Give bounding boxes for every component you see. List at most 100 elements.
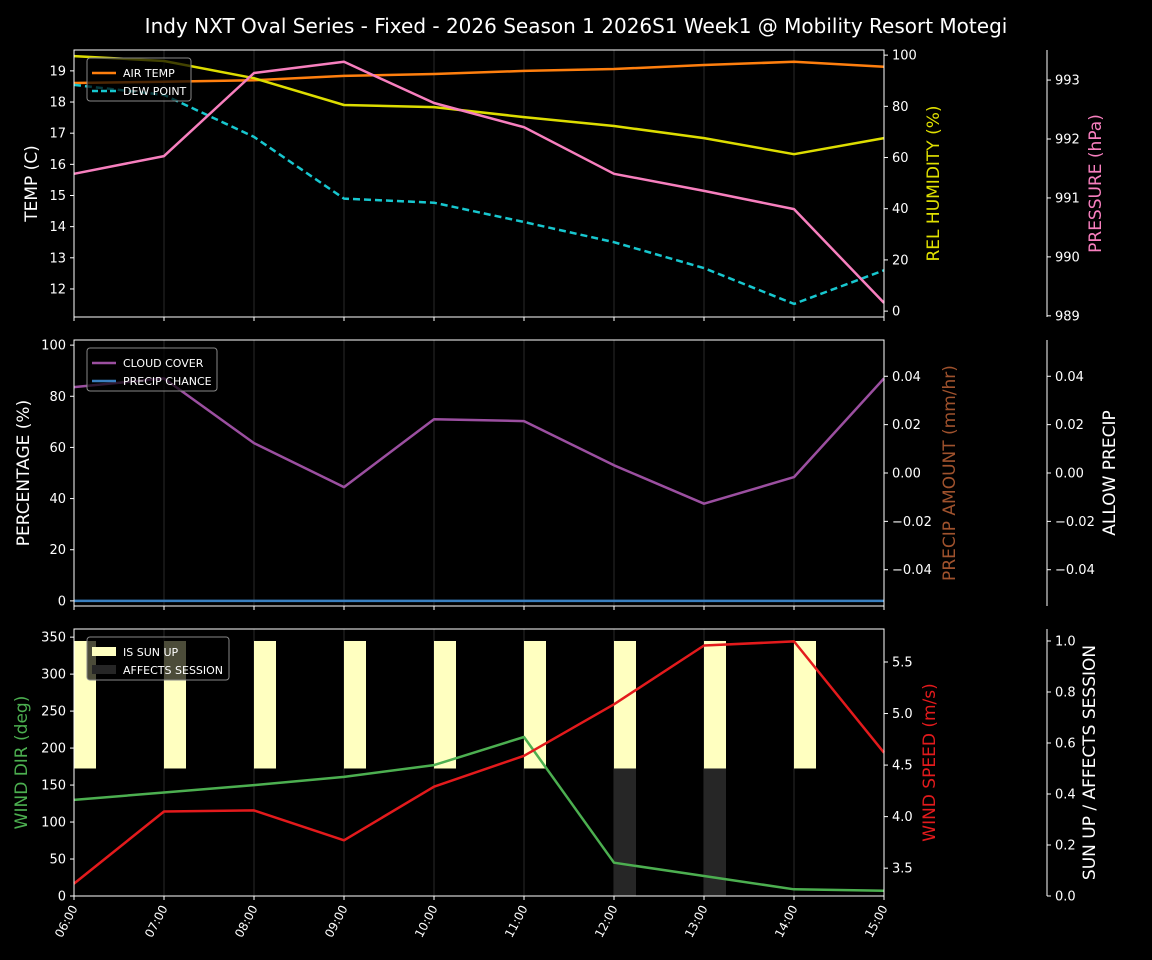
legend: CLOUD COVER PRECIP CHANCE: [86, 347, 218, 392]
y-tick-label: 0.02: [892, 418, 921, 433]
x-tick-label: 07:00: [142, 903, 171, 940]
legend-label: IS SUN UP: [123, 646, 179, 659]
y-tick-label: −0.02: [1055, 515, 1095, 530]
bar-affects-session: [614, 768, 636, 896]
series-line-cloud-cover: [73, 377, 885, 505]
legend-label: AIR TEMP: [123, 67, 175, 80]
x-tick-label: 10:00: [412, 903, 441, 940]
bar-is-sun-up: [344, 640, 366, 769]
y-tick-label: 150: [41, 779, 66, 794]
y-tick-label: 0.04: [892, 370, 921, 385]
bar-affects-session: [704, 768, 726, 896]
y-tick-label: 5.0: [892, 707, 913, 722]
y-tick-label: 0.02: [1055, 418, 1084, 433]
axis-label-right-outer: ALLOW PRECIP: [1100, 410, 1120, 536]
legend-box: [86, 347, 218, 392]
axis-label-right-outer: PRESSURE (hPa): [1086, 114, 1106, 253]
series-line-left: [73, 735, 885, 893]
series-line-right: [73, 640, 885, 885]
axis-label-left: TEMP (C): [22, 145, 42, 223]
y-tick-label: 4.5: [892, 759, 913, 774]
y-tick-label: 992: [1055, 133, 1080, 148]
y-tick-label: 18: [49, 96, 66, 111]
y-tick-label: 0: [58, 890, 66, 905]
bar-is-sun-up: [434, 640, 456, 769]
y-tick-label: 4.0: [892, 810, 913, 825]
y-tick-label: 19: [49, 64, 66, 79]
y-tick-label: 0.4: [1055, 787, 1076, 802]
series-line-right_outer: [73, 60, 885, 304]
y-tick-label: 300: [41, 668, 66, 683]
y-tick-label: 14: [49, 220, 66, 235]
y-tick-label: 993: [1055, 74, 1080, 89]
y-tick-label: 0: [892, 305, 900, 320]
legend-label: PRECIP CHANCE: [123, 375, 212, 388]
y-tick-label: 0.8: [1055, 685, 1076, 700]
y-tick-label: 200: [41, 742, 66, 757]
y-tick-label: 990: [1055, 250, 1080, 265]
x-tick-label: 09:00: [322, 903, 351, 940]
axis-label-right-outer: SUN UP / AFFECTS SESSION: [1080, 645, 1100, 880]
legend-swatch: [92, 647, 116, 656]
x-tick-label: 14:00: [772, 903, 801, 940]
plot-frame: [73, 49, 885, 318]
bar-is-sun-up: [704, 640, 726, 769]
y-tick-label: 991: [1055, 191, 1080, 206]
bar-is-sun-up: [254, 640, 276, 769]
y-tick-label: 989: [1055, 309, 1080, 324]
y-tick-label: 0.00: [892, 467, 921, 482]
axis-label-right: WIND SPEED (m/s): [920, 683, 940, 841]
y-tick-label: 16: [49, 158, 66, 173]
y-tick-label: 0.0: [1055, 890, 1076, 905]
y-tick-label: 13: [49, 251, 66, 266]
axis-label-right: PRECIP AMOUNT (mm/hr): [940, 365, 960, 581]
y-tick-label: 250: [41, 705, 66, 720]
legend-label: CLOUD COVER: [123, 357, 204, 370]
y-tick-label: 60: [49, 441, 66, 456]
series-line-dew-point: [73, 83, 885, 306]
legend-label: DEW POINT: [123, 85, 187, 98]
y-tick-label: 50: [49, 853, 66, 868]
x-tick-label: 11:00: [502, 903, 531, 940]
y-tick-label: −0.02: [892, 515, 932, 530]
bar-is-sun-up: [614, 640, 636, 769]
y-tick-label: 80: [49, 390, 66, 405]
y-tick-label: 17: [49, 127, 66, 142]
y-tick-label: 100: [41, 339, 66, 354]
y-tick-label: 0.2: [1055, 838, 1076, 853]
bar-is-sun-up: [524, 640, 546, 769]
x-tick-label: 13:00: [682, 903, 711, 940]
y-tick-label: 40: [892, 202, 909, 217]
x-tick-label: 15:00: [862, 903, 891, 940]
y-tick-label: 80: [892, 100, 909, 115]
y-tick-label: 12: [49, 282, 66, 297]
bar-is-sun-up: [794, 640, 816, 769]
y-tick-label: 0: [58, 594, 66, 609]
axis-label-left: PERCENTAGE (%): [14, 400, 34, 546]
y-tick-label: 100: [41, 816, 66, 831]
chart-title: Indy NXT Oval Series - Fixed - 2026 Seas…: [144, 14, 1008, 38]
legend: AIR TEMP DEW POINT: [86, 57, 192, 102]
plot-frame: [73, 628, 885, 897]
y-tick-label: 40: [49, 492, 66, 507]
axis-label-left: WIND DIR (deg): [12, 696, 32, 830]
x-tick-label: 08:00: [232, 903, 261, 940]
y-tick-label: 1.0: [1055, 634, 1076, 649]
legend: IS SUN UP AFFECTS SESSION: [86, 636, 230, 681]
series-line-air-temp: [73, 60, 885, 85]
legend-box: [86, 636, 230, 681]
y-tick-label: 20: [49, 543, 66, 558]
y-tick-label: 5.5: [892, 655, 913, 670]
y-tick-label: 15: [49, 189, 66, 204]
y-tick-label: 0.00: [1055, 467, 1084, 482]
series-line-right: [73, 54, 885, 156]
y-tick-label: 3.5: [892, 862, 913, 877]
legend-swatch: [92, 665, 116, 674]
y-tick-label: 100: [892, 49, 917, 64]
y-tick-label: −0.04: [1055, 563, 1095, 578]
y-tick-label: 0.04: [1055, 370, 1084, 385]
legend-label: AFFECTS SESSION: [123, 664, 223, 677]
y-tick-label: 350: [41, 631, 66, 646]
y-tick-label: 20: [892, 253, 909, 268]
